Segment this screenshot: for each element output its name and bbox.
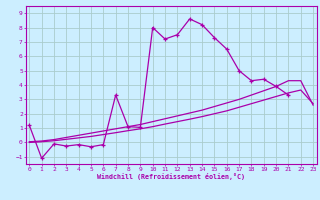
X-axis label: Windchill (Refroidissement éolien,°C): Windchill (Refroidissement éolien,°C) (97, 173, 245, 180)
